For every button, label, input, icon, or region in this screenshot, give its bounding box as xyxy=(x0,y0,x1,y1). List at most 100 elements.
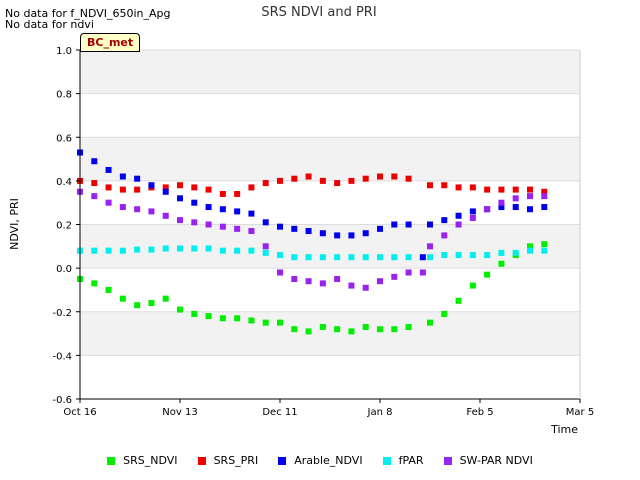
data-point xyxy=(441,252,448,259)
data-point xyxy=(469,214,476,221)
data-point xyxy=(291,276,298,283)
data-point xyxy=(441,232,448,239)
data-point xyxy=(527,186,533,193)
no-data-note-1: No data for f_NDVI_650in_Apg xyxy=(5,7,171,20)
plot-band xyxy=(80,311,580,356)
data-point xyxy=(512,249,519,256)
data-point xyxy=(134,206,141,213)
data-point xyxy=(541,193,548,200)
data-point xyxy=(498,204,505,211)
data-point xyxy=(162,245,169,252)
data-point xyxy=(177,195,183,202)
data-point xyxy=(377,326,383,333)
data-point xyxy=(277,319,283,326)
data-point xyxy=(455,212,462,219)
data-point xyxy=(319,324,326,331)
plot-band xyxy=(80,50,580,94)
data-point xyxy=(305,173,312,180)
legend-swatch xyxy=(443,456,452,465)
data-point xyxy=(419,269,426,276)
data-point xyxy=(527,247,533,254)
data-point xyxy=(305,328,312,335)
legend-item: SRS_PRI xyxy=(197,454,258,467)
data-point xyxy=(191,184,198,191)
data-point xyxy=(291,326,298,333)
data-point xyxy=(405,254,412,261)
legend-swatch xyxy=(107,456,116,465)
data-point xyxy=(427,182,433,189)
series-sw-par-ndvi xyxy=(77,188,548,291)
data-point xyxy=(177,306,183,313)
plot-bands xyxy=(80,50,580,356)
data-point xyxy=(455,221,462,228)
data-point xyxy=(105,199,112,206)
legend-label: fPAR xyxy=(398,454,424,467)
data-point xyxy=(377,225,383,232)
data-point xyxy=(541,204,548,211)
y-tick-label: 0.6 xyxy=(56,133,72,144)
data-point xyxy=(205,204,212,211)
data-point xyxy=(119,186,126,193)
data-point xyxy=(498,199,505,206)
data-point xyxy=(219,190,226,197)
data-point xyxy=(377,254,383,261)
data-point xyxy=(105,184,112,191)
data-point xyxy=(405,324,412,331)
data-point xyxy=(162,188,169,195)
data-point xyxy=(469,252,476,259)
x-tick-label: Jan 8 xyxy=(367,407,393,418)
data-point xyxy=(191,199,198,206)
data-point xyxy=(391,254,398,261)
data-point xyxy=(541,241,548,248)
data-point xyxy=(205,186,212,193)
data-point xyxy=(427,243,433,250)
data-point xyxy=(427,221,433,228)
data-point xyxy=(234,208,241,215)
data-point xyxy=(177,182,183,189)
series-srs-pri xyxy=(77,173,548,197)
data-point xyxy=(248,228,255,235)
data-point xyxy=(512,204,519,211)
data-point xyxy=(305,278,312,285)
data-point xyxy=(484,252,491,259)
x-tick-label: Mar 5 xyxy=(566,407,594,418)
data-point xyxy=(162,212,169,219)
legend-swatch xyxy=(278,456,287,465)
data-point xyxy=(362,230,369,237)
data-point xyxy=(219,206,226,213)
legend-swatch xyxy=(382,456,391,465)
data-point xyxy=(527,206,533,213)
data-point xyxy=(391,221,398,228)
data-point xyxy=(348,254,355,261)
data-point xyxy=(277,252,283,259)
data-point xyxy=(527,243,533,250)
data-point xyxy=(119,204,126,211)
data-point xyxy=(348,328,355,335)
data-point xyxy=(391,326,398,333)
data-point xyxy=(162,295,169,302)
data-point xyxy=(262,219,269,226)
data-point xyxy=(162,184,169,191)
data-point xyxy=(334,326,341,333)
legend-label: Arable_NDVI xyxy=(294,454,363,467)
data-point xyxy=(219,223,226,230)
plot-band xyxy=(80,137,580,181)
data-point xyxy=(91,247,98,254)
data-point xyxy=(248,184,255,191)
data-point xyxy=(305,228,312,235)
data-point xyxy=(105,166,112,173)
data-point xyxy=(391,173,398,180)
data-point xyxy=(277,223,283,230)
data-point xyxy=(291,254,298,261)
chart-legend: SRS_NDVI SRS_PRI Arable_NDVI fPAR SW-PAR NDV… xyxy=(0,454,640,467)
legend-swatch xyxy=(197,456,206,465)
data-point xyxy=(362,284,369,291)
data-point xyxy=(455,184,462,191)
data-point xyxy=(134,302,141,309)
data-point xyxy=(262,249,269,256)
data-point xyxy=(377,173,383,180)
data-point xyxy=(262,319,269,326)
data-point xyxy=(405,269,412,276)
site-label: BC_met xyxy=(80,33,141,52)
